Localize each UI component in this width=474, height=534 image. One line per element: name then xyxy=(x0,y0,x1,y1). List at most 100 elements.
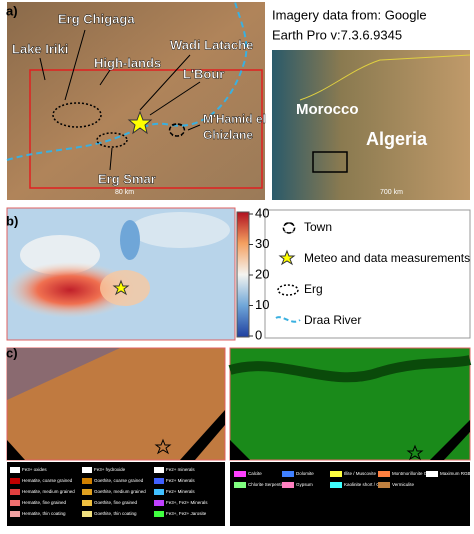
credit-line: Earth Pro v:7.3.6.9345 xyxy=(272,27,402,42)
legend-label: Draa River xyxy=(304,313,361,327)
panel-label: c) xyxy=(6,345,18,360)
legend-swatch xyxy=(426,471,438,477)
legend-label: Town xyxy=(304,220,332,234)
legend-swatch xyxy=(282,482,294,488)
legend-star-icon xyxy=(278,249,296,266)
legend-swatch xyxy=(154,467,164,473)
legend-swatch xyxy=(154,489,164,495)
place-label: Erg Smar xyxy=(98,171,156,186)
country-label: Algeria xyxy=(366,129,428,149)
place-label: Erg Chigaga xyxy=(58,11,135,26)
erg-outline xyxy=(52,102,102,128)
legend-label: Fe3+ oxides xyxy=(22,467,47,472)
legend-swatch xyxy=(234,471,246,477)
legend-swatch xyxy=(82,467,92,473)
legend-label: Kaolinite short / Group xyxy=(344,482,389,487)
legend-label: Gypsum xyxy=(296,482,313,487)
legend-swatch xyxy=(234,482,246,488)
panel-label: a) xyxy=(6,3,18,18)
colorbar xyxy=(236,211,250,338)
legend-label: Calcite xyxy=(248,471,262,476)
town-label: Ghizlane xyxy=(203,128,253,142)
place-label: L'Bour xyxy=(183,66,224,81)
legend-swatch xyxy=(10,489,20,495)
legend-swatch xyxy=(10,500,20,506)
legend-swatch xyxy=(330,482,342,488)
legend-label: Chlorite Serpentine xyxy=(248,482,287,487)
legend-label: Montmorillonite Group xyxy=(392,471,437,476)
heatmap-region xyxy=(130,212,230,248)
no-data xyxy=(180,410,225,460)
credit-line: Imagery data from: Google xyxy=(272,7,427,22)
legend-swatch xyxy=(82,489,92,495)
legend-swatch xyxy=(330,471,342,477)
legend-erg-icon xyxy=(277,284,299,296)
legend-label: Goethite, medium grained xyxy=(94,489,146,494)
study-area-box xyxy=(29,69,263,189)
legend-town-icon xyxy=(282,222,296,234)
pointer-lines xyxy=(39,29,201,171)
border xyxy=(299,54,471,101)
legend-swatch xyxy=(378,471,390,477)
legend-label: Goethite, coarse grained xyxy=(94,478,144,483)
legend-swatch xyxy=(10,478,20,484)
legend-label: Fe3+, Fe2+ Jarosite xyxy=(166,511,207,516)
meteo-star xyxy=(127,110,153,135)
colorbar-tick-label: 20 xyxy=(255,266,269,281)
heatmap-region xyxy=(120,220,140,260)
no-data xyxy=(430,420,470,460)
no-data xyxy=(7,440,25,460)
legend-label: Goethite, thin coating xyxy=(94,511,137,516)
legend-label: Fe2+ minerals xyxy=(166,467,195,472)
legend-label: Goethite, fine grained xyxy=(94,500,138,505)
legend-label: Hematite, coarse grained xyxy=(22,478,73,483)
legend-swatch xyxy=(82,478,92,484)
country-label: Morocco xyxy=(296,101,359,118)
colorbar-tick-label: 10 xyxy=(255,297,269,312)
town-mark xyxy=(168,123,186,137)
heatmap-hotspot xyxy=(5,262,135,318)
draa-river xyxy=(6,1,248,161)
legend-swatch xyxy=(154,478,164,484)
legend-swatch xyxy=(10,467,20,473)
legend-river-icon xyxy=(275,316,301,323)
legend-swatch xyxy=(10,511,20,517)
meteo-star xyxy=(154,438,172,455)
legend-label: Hematite, thin coating xyxy=(22,511,66,516)
scale-label: 700 km xyxy=(380,189,403,196)
image-region xyxy=(7,348,120,400)
location-box xyxy=(312,151,348,173)
erg-outline xyxy=(96,132,128,148)
legend-panel xyxy=(7,462,225,526)
legend-label: Maximum RGB Combination xyxy=(440,471,474,476)
place-label: Wadi Latache xyxy=(170,37,253,52)
legend-label: Fe2+ Minerals xyxy=(166,478,195,483)
no-data xyxy=(230,440,250,460)
legend-label: Meteo and data measurements xyxy=(304,251,470,265)
meteo-star xyxy=(406,444,424,461)
colorbar-tick-label: 30 xyxy=(255,236,269,251)
legend-label: Fe2+ Minerals xyxy=(166,489,195,494)
colorbar-tick-label: 40 xyxy=(255,205,269,220)
legend-box xyxy=(264,209,471,339)
legend-label: Illite / Muscovite xyxy=(344,471,377,476)
legend-label: Fe3+, Fe2+ Minerals xyxy=(166,500,208,505)
legend-swatch xyxy=(282,471,294,477)
legend-swatch xyxy=(82,500,92,506)
image-region xyxy=(228,355,472,383)
place-label: Lake Iriki xyxy=(12,41,68,56)
panel-label: b) xyxy=(6,213,18,228)
legend-swatch xyxy=(378,482,390,488)
legend-label: Fe3+ hydroxide xyxy=(94,467,126,472)
town-label: M'Hamid el xyxy=(203,112,266,126)
legend-swatch xyxy=(154,511,164,517)
legend-label: Hematite, fine grained xyxy=(22,500,67,505)
legend-label: Dolomite xyxy=(296,471,314,476)
legend-label: Erg xyxy=(304,282,323,296)
regional-map xyxy=(272,50,470,200)
meteo-star xyxy=(112,279,130,296)
legend-label: Vermiculite xyxy=(392,482,415,487)
legend-label: Hematite, medium grained xyxy=(22,489,75,494)
place-label: High-lands xyxy=(94,55,161,70)
